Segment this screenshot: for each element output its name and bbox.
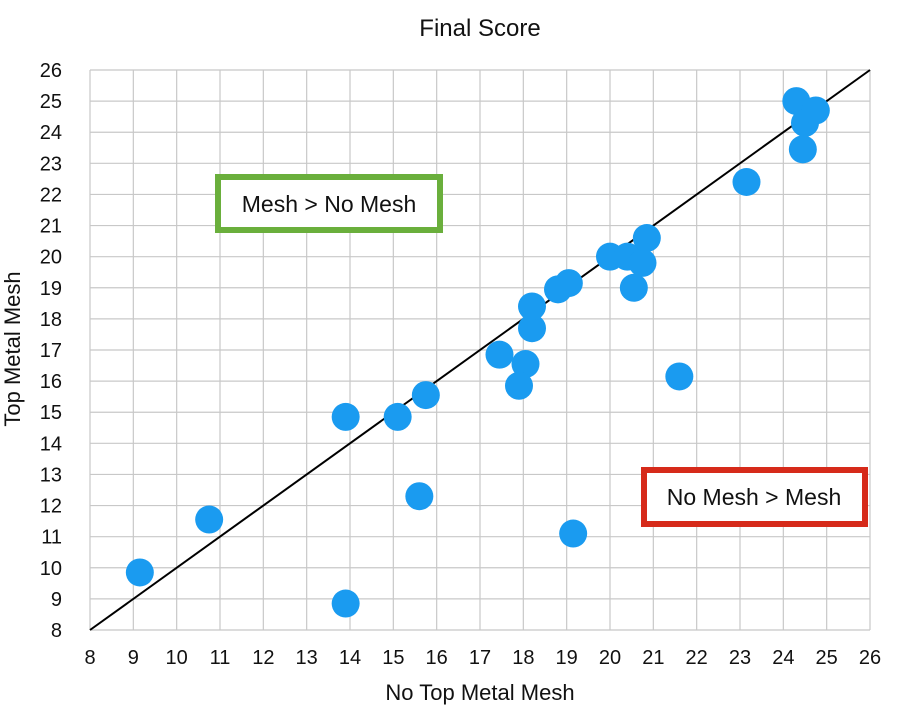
x-tick-label: 8 bbox=[84, 647, 95, 669]
x-tick-label: 12 bbox=[252, 647, 274, 669]
annotation-nomesh-better-box bbox=[641, 467, 868, 527]
x-tick-label: 14 bbox=[339, 647, 361, 669]
x-tick-label: 23 bbox=[729, 647, 751, 669]
scatter-point bbox=[411, 381, 440, 410]
scatter-point bbox=[383, 402, 412, 431]
x-tick-label: 11 bbox=[210, 647, 231, 669]
x-axis-title: No Top Metal Mesh bbox=[385, 680, 574, 705]
annotation-mesh-better-box bbox=[215, 174, 443, 233]
reference-line bbox=[89, 69, 871, 631]
scatter-points bbox=[125, 87, 830, 618]
scatter-point bbox=[518, 314, 546, 343]
x-tick-label: 25 bbox=[816, 647, 838, 669]
annotation-nomesh-better: No Mesh > Mesh bbox=[641, 467, 868, 527]
y-tick-label: 14 bbox=[40, 433, 62, 455]
y-tick-label: 21 bbox=[40, 216, 62, 238]
y-tick-label: 17 bbox=[40, 340, 62, 362]
scatter-point bbox=[628, 248, 657, 277]
y-axis-ticks: 8 9 10 11 12 13 14 15 16 17 18 19 20 21 22 23 24 25 26 bbox=[40, 60, 62, 642]
x-tick-label: 9 bbox=[128, 647, 139, 669]
y-tick-label: 18 bbox=[40, 309, 62, 331]
x-tick-label: 26 bbox=[859, 647, 881, 669]
y-tick-label: 10 bbox=[40, 558, 62, 580]
scatter-point bbox=[732, 168, 761, 196]
y-tick-label: 13 bbox=[40, 464, 62, 486]
y-tick-label: 9 bbox=[51, 589, 62, 611]
y-tick-label: 11 bbox=[41, 527, 62, 549]
x-tick-label: 19 bbox=[556, 647, 578, 669]
y-tick-label: 8 bbox=[51, 620, 62, 642]
y-axis-title: Top Metal Mesh bbox=[0, 271, 25, 426]
scatter-point bbox=[665, 362, 694, 391]
chart-title: Final Score bbox=[419, 15, 540, 42]
x-tick-label: 16 bbox=[426, 647, 448, 669]
annotation-mesh-better: Mesh > No Mesh bbox=[215, 174, 443, 233]
scatter-point bbox=[405, 482, 434, 511]
scatter-point bbox=[632, 224, 661, 252]
y-tick-label: 25 bbox=[40, 91, 62, 113]
x-tick-label: 22 bbox=[686, 647, 708, 669]
x-tick-label: 10 bbox=[166, 647, 188, 669]
y-tick-label: 20 bbox=[40, 247, 62, 269]
x-axis-ticks: 8 9 10 11 12 13 14 15 16 17 18 19 20 21 22 23 24 25 26 bbox=[84, 647, 881, 669]
scatter-point bbox=[511, 350, 540, 378]
x-tick-label: 24 bbox=[772, 647, 794, 669]
scatter-point bbox=[125, 558, 154, 587]
scatter-point bbox=[559, 519, 588, 548]
y-tick-label: 24 bbox=[40, 122, 62, 144]
scatter-point bbox=[331, 589, 360, 618]
y-tick-label: 15 bbox=[40, 402, 62, 424]
scatter-point bbox=[619, 273, 648, 302]
y-tick-label: 22 bbox=[40, 184, 62, 206]
scatter-point bbox=[788, 135, 817, 164]
y-tick-label: 23 bbox=[40, 153, 62, 175]
scatter-point bbox=[554, 269, 583, 298]
x-tick-label: 18 bbox=[512, 647, 534, 669]
x-tick-label: 17 bbox=[469, 647, 491, 669]
reference-line-group bbox=[89, 69, 871, 631]
y-tick-label: 19 bbox=[40, 278, 62, 300]
y-tick-label: 26 bbox=[40, 60, 62, 82]
scatter-point bbox=[195, 505, 224, 534]
scatter-point bbox=[485, 340, 514, 369]
annotation-nomesh-better-text: No Mesh > Mesh bbox=[667, 484, 842, 510]
y-tick-label: 12 bbox=[40, 496, 62, 518]
scatter-point bbox=[518, 292, 546, 321]
x-tick-label: 20 bbox=[599, 647, 621, 669]
y-tick-label: 16 bbox=[40, 371, 62, 393]
scatter-point bbox=[505, 371, 533, 400]
annotation-mesh-better-text: Mesh > No Mesh bbox=[242, 191, 417, 217]
scatter-point bbox=[801, 96, 830, 125]
x-tick-label: 21 bbox=[642, 647, 664, 669]
scatter-point bbox=[331, 402, 360, 431]
x-tick-label: 15 bbox=[382, 647, 404, 669]
x-tick-label: 13 bbox=[296, 647, 318, 669]
grid bbox=[89, 69, 871, 631]
